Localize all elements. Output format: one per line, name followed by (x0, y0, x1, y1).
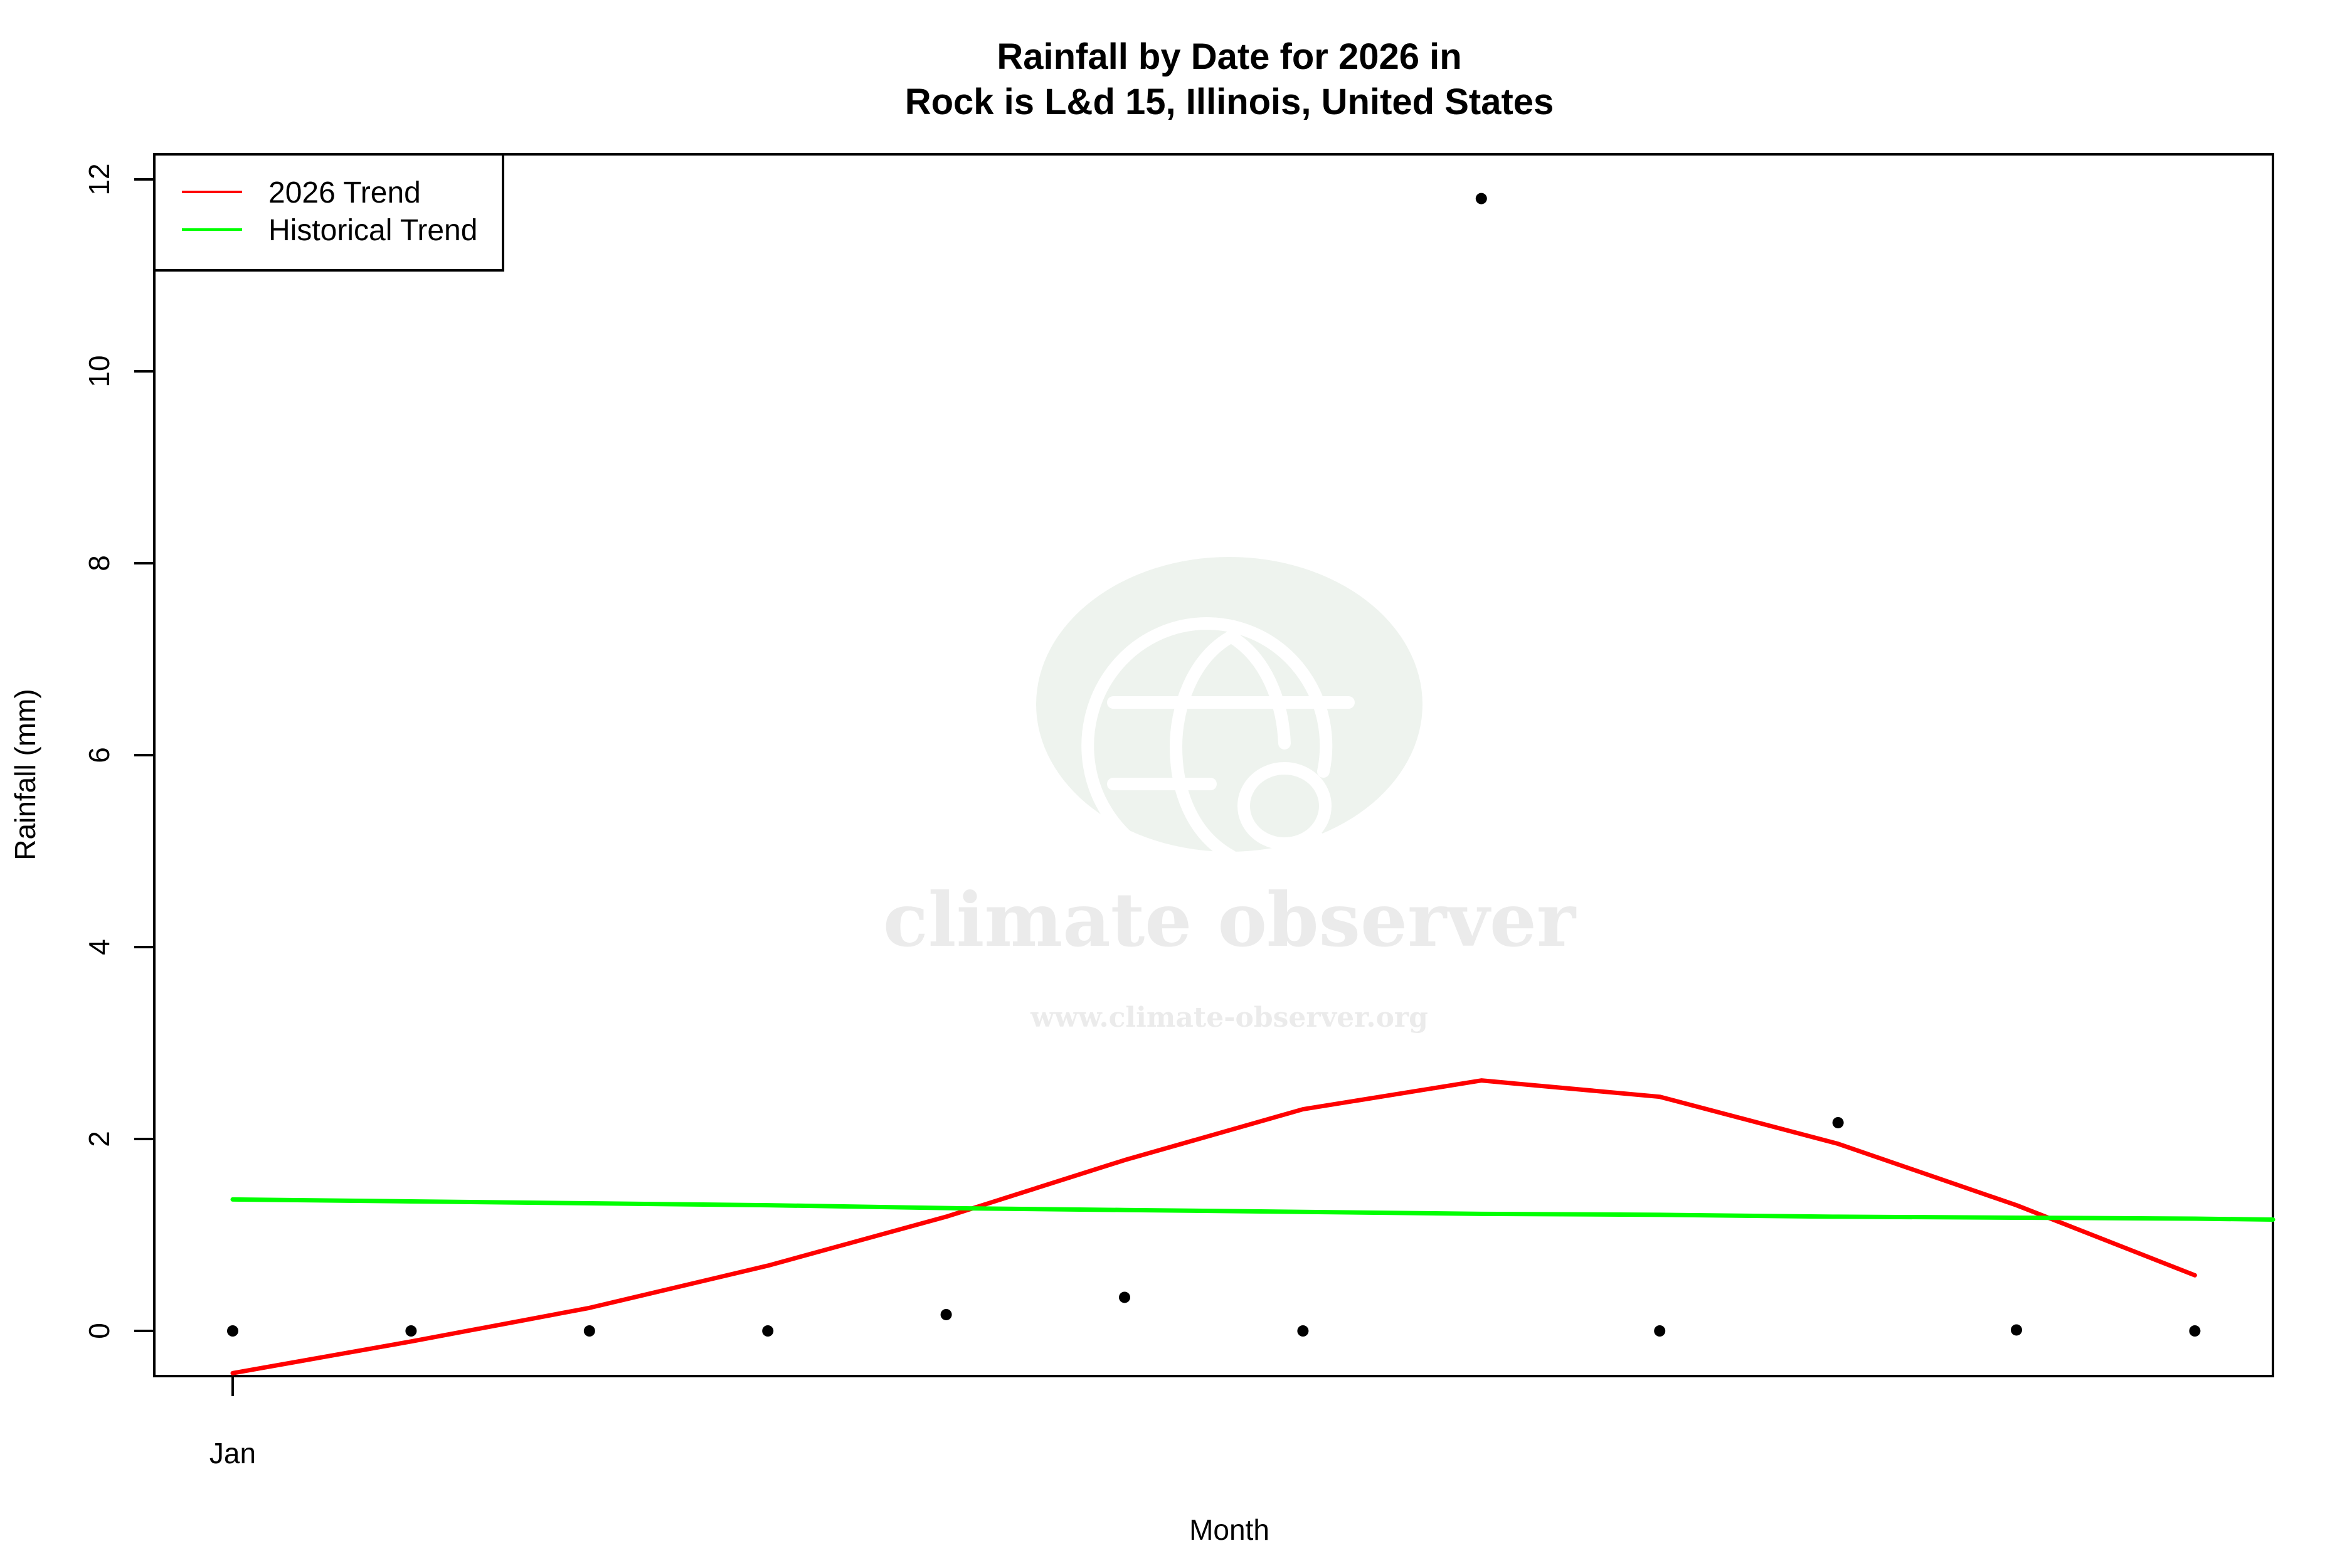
data-points (227, 193, 2201, 1337)
data-point (2189, 1325, 2201, 1337)
data-point (762, 1325, 774, 1337)
data-point (2011, 1324, 2022, 1336)
legend-box (153, 153, 504, 272)
chart-title-line-1: Rainfall by Date for 2026 in (997, 36, 1461, 77)
y-tick-label: 8 (83, 555, 115, 571)
legend: 2026 Trend Historical Trend (153, 153, 504, 272)
globe-search-icon (1081, 617, 1355, 875)
y-axis: 0 2 4 6 8 10 12 (83, 163, 154, 1339)
x-axis: Jan (209, 1376, 256, 1470)
legend-label-2026-trend: 2026 Trend (268, 176, 421, 209)
y-tick-label: 6 (83, 747, 115, 763)
historical-trend-line (230, 1197, 2275, 1222)
data-point (1119, 1291, 1130, 1303)
data-point (405, 1325, 417, 1337)
2026-trend-line (230, 1078, 2197, 1375)
watermark: climate observer www.climate-observer.or… (883, 557, 1577, 1034)
data-point (227, 1325, 238, 1337)
data-point (1297, 1325, 1309, 1337)
data-point (1832, 1116, 1844, 1128)
data-point (940, 1308, 952, 1320)
plot-frame (153, 153, 2274, 1377)
data-point (1475, 193, 1487, 204)
trend-lines (230, 1078, 2275, 1375)
chart-title-line-2: Rock is L&d 15, Illinois, United States (905, 82, 1554, 122)
y-tick-label: 0 (83, 1323, 115, 1339)
data-point (583, 1325, 595, 1337)
watermark-name: climate observer (883, 876, 1577, 963)
y-tick-label: 4 (83, 939, 115, 955)
x-axis-label: Month (1189, 1513, 1269, 1546)
y-tick-label: 2 (83, 1131, 115, 1147)
y-axis-label: Rainfall (mm) (9, 689, 41, 860)
y-tick-label: 10 (83, 355, 115, 387)
data-point (1654, 1325, 1666, 1337)
y-tick-label: 12 (83, 163, 115, 195)
legend-label-historical-trend: Historical Trend (268, 214, 477, 247)
x-tick-label: Jan (209, 1437, 256, 1470)
watermark-url: www.climate-observer.org (1030, 1002, 1428, 1034)
